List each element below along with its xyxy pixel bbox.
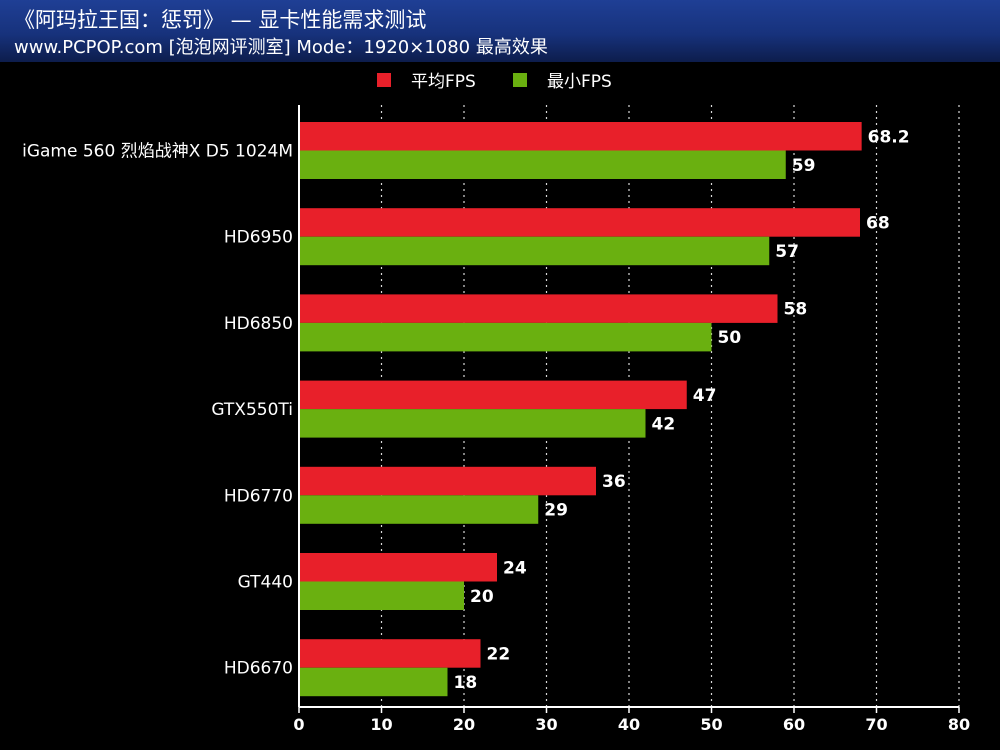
x-tick-label: 50 — [700, 715, 722, 734]
title-banner: 《阿玛拉王国：惩罚》 — 显卡性能需求测试 www.PCPOP.com [泡泡网… — [0, 0, 1000, 62]
bar-avg-fps — [299, 122, 862, 151]
bar-value-label: 58 — [784, 300, 808, 320]
x-tick-label: 70 — [865, 715, 887, 734]
bar-value-label: 50 — [718, 328, 742, 348]
legend-swatch — [377, 73, 391, 87]
bar-min-fps — [299, 409, 646, 438]
chart-title: 《阿玛拉王国：惩罚》 — 显卡性能需求测试 — [14, 8, 427, 32]
bar-min-fps — [299, 667, 448, 697]
bar-min-fps — [299, 322, 712, 352]
bar-value-label: 68 — [866, 213, 890, 233]
x-tick-label: 60 — [783, 715, 805, 734]
category-label: iGame 560 烈焰战神X D5 1024M — [22, 142, 293, 162]
bar-min-fps — [299, 236, 770, 266]
bar-avg-fps — [299, 553, 497, 582]
bar-min-fps — [299, 150, 786, 179]
legend-label: 最小FPS — [547, 72, 612, 92]
x-tick-label: 10 — [370, 715, 392, 734]
x-tick-label: 30 — [535, 715, 557, 734]
legend-label: 平均FPS — [411, 72, 476, 92]
bar-value-label: 18 — [454, 673, 478, 693]
bar-value-label: 47 — [693, 386, 717, 406]
x-tick-label: 20 — [453, 715, 475, 734]
bar-value-label: 57 — [775, 242, 799, 262]
bar-avg-fps — [299, 466, 596, 496]
bar-avg-fps — [299, 639, 481, 668]
bar-value-label: 42 — [652, 414, 676, 434]
bar-value-label: 22 — [487, 644, 511, 664]
bar-value-label: 20 — [470, 587, 494, 607]
bar-min-fps — [299, 495, 539, 524]
category-label: GTX550Ti — [211, 400, 293, 420]
bar-value-label: 24 — [503, 558, 527, 578]
x-tick-label: 80 — [948, 715, 970, 734]
x-tick-label: 0 — [293, 715, 304, 734]
category-label: HD6770 — [224, 486, 293, 506]
category-label: HD6850 — [224, 314, 293, 334]
bar-min-fps — [299, 581, 464, 610]
legend-swatch — [513, 73, 527, 87]
category-label: HD6950 — [224, 228, 293, 248]
bar-value-label: 68.2 — [868, 127, 910, 147]
category-label: GT440 — [238, 573, 293, 593]
bar-avg-fps — [299, 380, 687, 410]
bar-avg-fps — [299, 294, 778, 323]
x-tick-label: 40 — [618, 715, 640, 734]
bar-avg-fps — [299, 208, 860, 237]
chart-subtitle: www.PCPOP.com [泡泡网评测室] Mode：1920×1080 最高… — [14, 37, 548, 58]
bar-value-label: 59 — [792, 156, 816, 176]
category-label: HD6670 — [224, 659, 293, 679]
bar-value-label: 29 — [544, 501, 568, 521]
bar-value-label: 36 — [602, 472, 626, 492]
